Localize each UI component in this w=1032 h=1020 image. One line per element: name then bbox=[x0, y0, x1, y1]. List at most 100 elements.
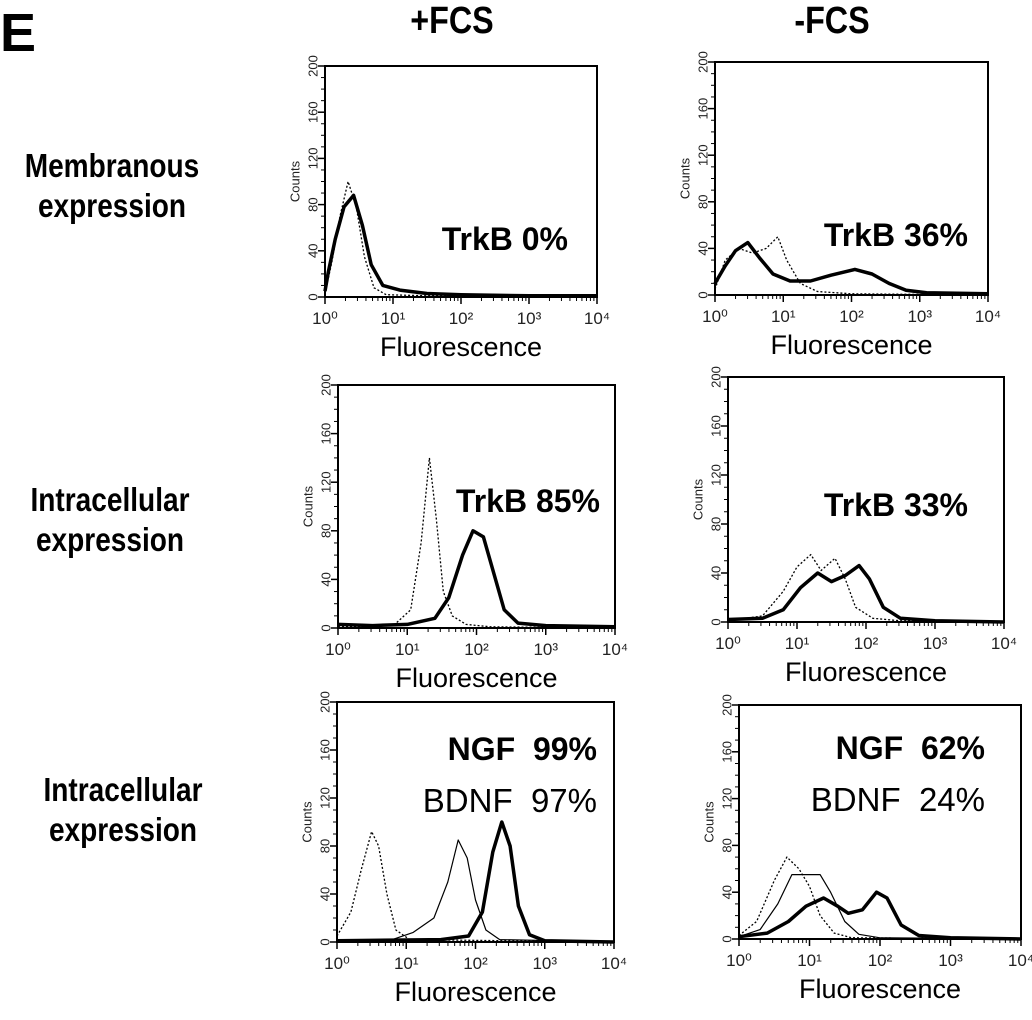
x-tick-label: 10² bbox=[839, 307, 864, 326]
y-tick-label: 80 bbox=[306, 197, 321, 211]
y-axis-label: Counts bbox=[678, 157, 693, 199]
x-tick-label: 10⁴ bbox=[602, 640, 628, 659]
y-tick-label: 80 bbox=[720, 838, 735, 852]
row-label-line: expression bbox=[48, 811, 198, 848]
x-tick-label: 10⁰ bbox=[325, 640, 351, 659]
panel-letter: E bbox=[0, 3, 37, 63]
x-tick-label: 10² bbox=[464, 640, 489, 659]
y-tick-label: 40 bbox=[720, 885, 735, 899]
percent-annotation: TrkB 33% bbox=[824, 487, 968, 523]
y-tick-label: 200 bbox=[720, 694, 735, 716]
percent-annotation: NGF 62% bbox=[836, 730, 985, 766]
histogram-series-thin bbox=[336, 839, 615, 943]
row-label-membranous: Membranous expression bbox=[6, 146, 219, 226]
y-axis-label: Counts bbox=[288, 160, 303, 202]
histogram-series-dotted bbox=[738, 856, 1022, 940]
histogram-plot: 10⁰ 10¹ 10² 10³ 10⁴ 0 40 80 120 160 200 Counts Fluor… bbox=[702, 694, 1032, 1004]
x-tick-label: 10³ bbox=[517, 309, 542, 328]
y-tick-label: 200 bbox=[319, 374, 334, 396]
y-tick-label: 200 bbox=[696, 51, 711, 73]
y-tick-label: 40 bbox=[709, 566, 724, 580]
y-tick-label: 120 bbox=[319, 471, 334, 493]
y-axis-label: Counts bbox=[691, 478, 706, 520]
y-tick-label: 200 bbox=[709, 366, 724, 388]
histogram-series-thick bbox=[323, 193, 597, 298]
x-tick-label: 10² bbox=[868, 951, 893, 970]
y-tick-label: 200 bbox=[318, 691, 333, 713]
y-tick-label: 160 bbox=[319, 423, 334, 445]
x-tick-label: 10³ bbox=[923, 634, 948, 653]
y-tick-label: 40 bbox=[319, 572, 334, 586]
row-label-line: expression bbox=[37, 187, 187, 224]
x-axis-label: Fluorescence bbox=[394, 977, 556, 1007]
y-tick-label: 40 bbox=[306, 244, 321, 258]
y-tick-label: 0 bbox=[318, 938, 333, 945]
percent-annotation: TrkB 36% bbox=[824, 217, 968, 253]
y-tick-label: 40 bbox=[318, 887, 333, 901]
histogram-series-thick bbox=[336, 820, 615, 944]
y-tick-label: 80 bbox=[318, 839, 333, 853]
histogram-plot: 10⁰ 10¹ 10² 10³ 10⁴ 0 40 80 120 160 200 Counts Fluor… bbox=[300, 691, 628, 1007]
x-tick-label: 10¹ bbox=[394, 954, 419, 973]
y-tick-label: 0 bbox=[319, 624, 334, 631]
x-tick-label: 10¹ bbox=[771, 307, 796, 326]
percent-annotation: BDNF 24% bbox=[811, 781, 985, 818]
y-tick-label: 40 bbox=[696, 241, 711, 255]
x-tick-label: 10¹ bbox=[797, 951, 822, 970]
x-axis-label: Fluorescence bbox=[770, 330, 932, 360]
y-tick-label: 160 bbox=[696, 98, 711, 120]
x-tick-label: 10⁰ bbox=[312, 309, 338, 328]
x-tick-label: 10⁰ bbox=[324, 954, 350, 973]
x-axis-label: Fluorescence bbox=[395, 663, 557, 693]
x-tick-label: 10² bbox=[854, 634, 879, 653]
row-label-intracellular-1: Intracellular expression bbox=[4, 480, 217, 560]
y-tick-label: 120 bbox=[709, 464, 724, 486]
y-axis-label: Counts bbox=[702, 801, 717, 843]
y-tick-label: 160 bbox=[709, 415, 724, 437]
x-tick-label: 10⁴ bbox=[1008, 951, 1032, 970]
histogram-series-thick bbox=[727, 563, 1005, 624]
y-tick-label: 0 bbox=[696, 291, 711, 298]
x-tick-label: 10⁴ bbox=[991, 634, 1017, 653]
x-tick-label: 10¹ bbox=[785, 634, 810, 653]
x-tick-label: 10² bbox=[449, 309, 474, 328]
y-tick-label: 0 bbox=[306, 293, 321, 300]
y-axis-label: Counts bbox=[300, 801, 315, 843]
plot-frame bbox=[714, 61, 989, 296]
x-tick-label: 10¹ bbox=[395, 640, 420, 659]
x-axis-label: Fluorescence bbox=[799, 974, 961, 1004]
percent-annotation: TrkB 85% bbox=[456, 483, 600, 519]
histogram-plot: 10⁰ 10¹ 10² 10³ 10⁴ 0 40 80 120 160 200 Counts Fluor… bbox=[691, 366, 1018, 687]
percent-annotation: BDNF 97% bbox=[423, 782, 597, 819]
x-tick-label: 10⁴ bbox=[601, 954, 627, 973]
row-label-intracellular-2: Intracellular expression bbox=[17, 770, 230, 850]
x-tick-label: 10³ bbox=[533, 640, 558, 659]
row-label-line: expression bbox=[35, 521, 185, 558]
histogram-series-thin bbox=[738, 874, 1022, 940]
y-tick-label: 200 bbox=[306, 55, 321, 77]
row-label-line: Intracellular bbox=[43, 771, 203, 808]
y-tick-label: 0 bbox=[720, 935, 735, 942]
y-tick-label: 120 bbox=[696, 144, 711, 166]
x-tick-label: 10² bbox=[463, 954, 488, 973]
histogram-plot: 10⁰ 10¹ 10² 10³ 10⁴ 0 40 80 120 160 200 Counts Fluor… bbox=[678, 51, 1002, 360]
column-header-minus-fcs: -FCS bbox=[794, 0, 870, 42]
x-tick-label: 10⁰ bbox=[702, 307, 728, 326]
y-tick-label: 160 bbox=[318, 739, 333, 761]
percent-annotation: NGF 99% bbox=[448, 731, 597, 767]
percent-annotation: TrkB 0% bbox=[442, 221, 568, 257]
x-tick-label: 10³ bbox=[907, 307, 932, 326]
column-header-plus-fcs: +FCS bbox=[410, 0, 494, 42]
x-tick-label: 10⁰ bbox=[715, 634, 741, 653]
y-tick-label: 80 bbox=[319, 524, 334, 538]
y-tick-label: 80 bbox=[709, 517, 724, 531]
y-tick-label: 120 bbox=[720, 788, 735, 810]
y-tick-label: 80 bbox=[696, 195, 711, 209]
row-label-line: Intracellular bbox=[30, 481, 190, 518]
row-label-line: Membranous bbox=[24, 147, 200, 184]
histogram-series-dotted bbox=[337, 457, 616, 629]
x-tick-label: 10⁰ bbox=[726, 951, 752, 970]
x-axis-label: Fluorescence bbox=[380, 332, 542, 362]
y-tick-label: 0 bbox=[709, 618, 724, 625]
